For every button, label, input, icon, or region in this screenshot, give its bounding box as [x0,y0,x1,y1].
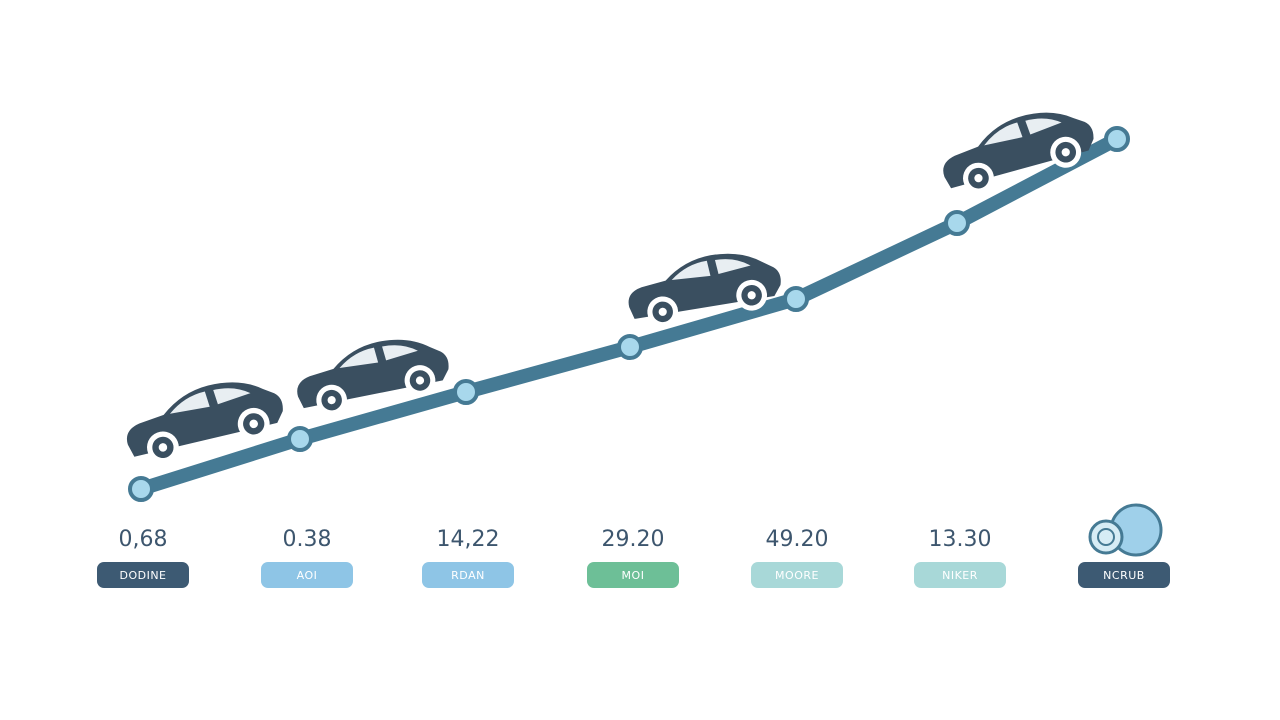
value-label: 0,68 [119,527,168,552]
tag-label: AOI [297,569,318,582]
tag-label: RDAN [451,569,485,582]
line-node [287,426,313,452]
tag-label: MOI [622,569,645,582]
car-icon [624,247,785,331]
tag-label: NCRUB [1103,569,1145,582]
value-label: 13.30 [929,527,992,552]
points [128,126,1130,502]
tag-label: DODINE [119,569,166,582]
line-node [944,210,970,236]
tag-pill [914,562,1006,588]
cars [119,102,1101,470]
tag-pill [422,562,514,588]
line-node [453,379,479,405]
tag-pill [97,562,189,588]
value-label: 29.20 [602,527,665,552]
tag-pill [261,562,353,588]
tag-label: MOORE [775,569,819,582]
tag-label: NIKER [942,569,978,582]
tag-pill [587,562,679,588]
line-node [128,476,154,502]
line-node [783,286,809,312]
value-label: 49.20 [766,527,829,552]
tag-pill [751,562,843,588]
value-label: 14,22 [437,527,500,552]
line-node [617,334,643,360]
line-node [1104,126,1130,152]
labels: 0,68 DODINE 0.38 AOI 14,22 RDAN 29.20 MOI 49.20 M… [97,527,1170,588]
coin-icon [1088,503,1163,557]
tag-pill [1078,562,1170,588]
value-label: 0.38 [283,527,332,552]
